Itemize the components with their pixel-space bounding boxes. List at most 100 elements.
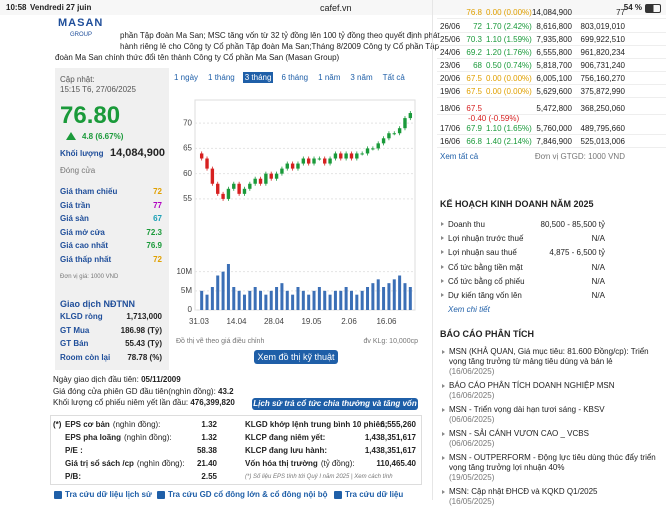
candle	[317, 158, 322, 160]
plan-value: 80,500 - 85,500 tỷ	[540, 220, 606, 229]
candle	[285, 163, 289, 169]
eps-label: Vốn hóa thị trường	[245, 459, 318, 468]
intro-line: đoàn Ma San chính thức đổi tên thành Côn…	[55, 53, 340, 62]
candle	[328, 158, 332, 164]
plan-value: N/A	[591, 262, 605, 272]
chart-tab[interactable]: 3 năm	[350, 73, 373, 82]
report-title: MSN - SẢI CÁNH VƯƠN CAO _ VCBS	[449, 429, 589, 438]
plan-bullet	[441, 293, 444, 297]
history-date: 18/06	[440, 104, 461, 113]
history-row-rule	[437, 114, 666, 115]
listing-value: 476,399,820	[190, 398, 235, 407]
lookup-link[interactable]: Tra cứu dữ liệu lịch sử	[65, 490, 152, 499]
candle	[232, 183, 236, 189]
volume-bar	[210, 287, 214, 310]
eps-unit: (nghìn đồng):	[136, 459, 185, 468]
eps-value: 21.40	[196, 459, 217, 468]
history-date: 23/06	[440, 61, 461, 70]
volume-bar	[333, 290, 337, 310]
history-price: 67.5	[466, 87, 482, 96]
volume-bar	[317, 287, 321, 310]
status: Đóng cửa	[60, 166, 96, 175]
report-item[interactable]: MSN (KHẢ QUAN, Giá mục tiêu: 81.600 Đồng…	[442, 347, 662, 377]
dividend-history-button[interactable]: Lịch sử trả cổ tức chia thưởng và tăng v…	[252, 398, 418, 420]
volume-bar	[403, 283, 407, 310]
report-title: MSN - Triển vọng dài hạn tươi sáng - KBS…	[449, 405, 605, 414]
report-date: (16/05/2025)	[449, 497, 495, 506]
chart-tab[interactable]: 1 ngày	[174, 73, 199, 82]
volume-bar	[387, 283, 391, 310]
chart-tab[interactable]: 6 tháng	[281, 73, 309, 82]
price-label: Giá sàn	[60, 214, 89, 223]
history-row-rule	[437, 45, 666, 46]
report-item[interactable]: MSN: Cập nhật ĐHCĐ và KQKD Q1/2025 (16/05…	[442, 487, 662, 507]
history-value: 368,250,060	[580, 104, 626, 113]
report-item[interactable]: MSN - SẢI CÁNH VƯƠN CAO _ VCBS (06/06/202…	[442, 429, 662, 449]
listing-line: Ngày giao dịch đầu tiên: 05/11/2009	[53, 375, 181, 385]
chart-tab[interactable]: 1 năm	[318, 73, 341, 82]
volume-bar	[221, 271, 225, 310]
chart-note: Đồ thị vẽ theo giá điều chỉnh	[176, 338, 265, 345]
history-change: 0.00 (0.00%)	[486, 87, 532, 96]
listing-line: Giá đóng cửa phiên GD đầu tiên(nghìn đồn…	[53, 387, 234, 397]
eps-value: 1.32	[201, 420, 217, 429]
candle	[306, 158, 311, 164]
history-date: 24/06	[440, 48, 461, 57]
history-price: 67.5	[466, 104, 482, 113]
candle	[301, 158, 306, 164]
candle	[242, 188, 247, 194]
foreign-label: KLGD ròng	[60, 312, 103, 321]
eps-value: 1,438,351,617	[364, 446, 416, 455]
time: 10:58	[6, 3, 27, 12]
plan-bullet	[441, 236, 444, 241]
history-volume: 5,760,000	[536, 124, 572, 133]
foreign-label: Room còn lại	[60, 352, 111, 362]
candle	[264, 173, 268, 184]
page: (() => { const data = JSON.parse(documen…	[6, 0, 666, 506]
x-tick-label: 31.03	[189, 317, 210, 326]
history-more[interactable]: Xem tất cả	[440, 152, 479, 161]
eps-label: EPS cơ bản	[65, 420, 110, 429]
technical-chart-button[interactable]: Xem đồ thị kỹ thuật	[254, 350, 338, 364]
history-date: 16/06	[440, 137, 461, 146]
listing-value: 05/11/2009	[141, 375, 181, 384]
eps-value: 110,465.40	[376, 459, 416, 468]
candle	[355, 153, 359, 159]
logo-name: MASAN	[58, 17, 104, 29]
price-tick-label: 70	[183, 118, 192, 127]
chart-tab[interactable]: 3 tháng	[242, 72, 274, 83]
report-item[interactable]: MSN - OUTPERFORM - Động lực tiêu dùng th…	[442, 453, 662, 483]
eps-unit: (tỷ đồng):	[320, 459, 355, 468]
logo-sub: GROUP	[70, 32, 93, 38]
report-title: MSN: Cập nhật ĐHCĐ và KQKD Q1/2025	[449, 487, 598, 496]
lookup-link[interactable]: Tra cứu GD cổ đông lớn & cổ đông nội bộ	[168, 490, 328, 499]
history-volume: 8,616,800	[536, 22, 572, 31]
report-title: MSN - OUTPERFORM - Động lực tiêu dùng th…	[449, 453, 656, 472]
plan-more[interactable]: Xem chi tiết	[448, 305, 490, 314]
eps-marker: (*)	[53, 420, 62, 429]
price-value: 72.3	[146, 227, 162, 237]
volume-bar	[366, 287, 370, 310]
chart-tab[interactable]: Tất cả	[382, 73, 405, 82]
report-item[interactable]: BÁO CÁO PHÂN TÍCH DOANH NGHIỆP MSN (16/06…	[442, 381, 662, 401]
foreign-label: GT Mua	[60, 325, 90, 335]
candle	[216, 183, 220, 194]
volume-bar	[344, 287, 348, 310]
eps-label: KLCP đang lưu hành:	[245, 446, 328, 455]
history-volume: 7,935,800	[536, 35, 572, 44]
reports-title: BÁO CÁO PHÂN TÍCH	[440, 329, 534, 339]
history-row-rule	[437, 32, 666, 33]
candle	[237, 183, 241, 194]
chart-tab[interactable]: 1 tháng	[208, 73, 235, 82]
history-change: 1.10 (1.59%)	[486, 35, 532, 44]
candle	[221, 193, 225, 199]
history-price: 66.8	[466, 137, 482, 146]
eps-line: P/B:	[65, 472, 81, 482]
report-item[interactable]: MSN - Triển vọng dài hạn tươi sáng - KBS…	[442, 405, 662, 425]
volume-bar	[339, 290, 343, 310]
volume-bar	[232, 287, 236, 310]
volume-tick-label: 0	[188, 305, 193, 314]
volume-bar	[307, 294, 311, 310]
eps-unit: (nghìn đồng):	[112, 420, 161, 429]
lookup-link[interactable]: Tra cứu dữ liệu	[345, 490, 404, 499]
